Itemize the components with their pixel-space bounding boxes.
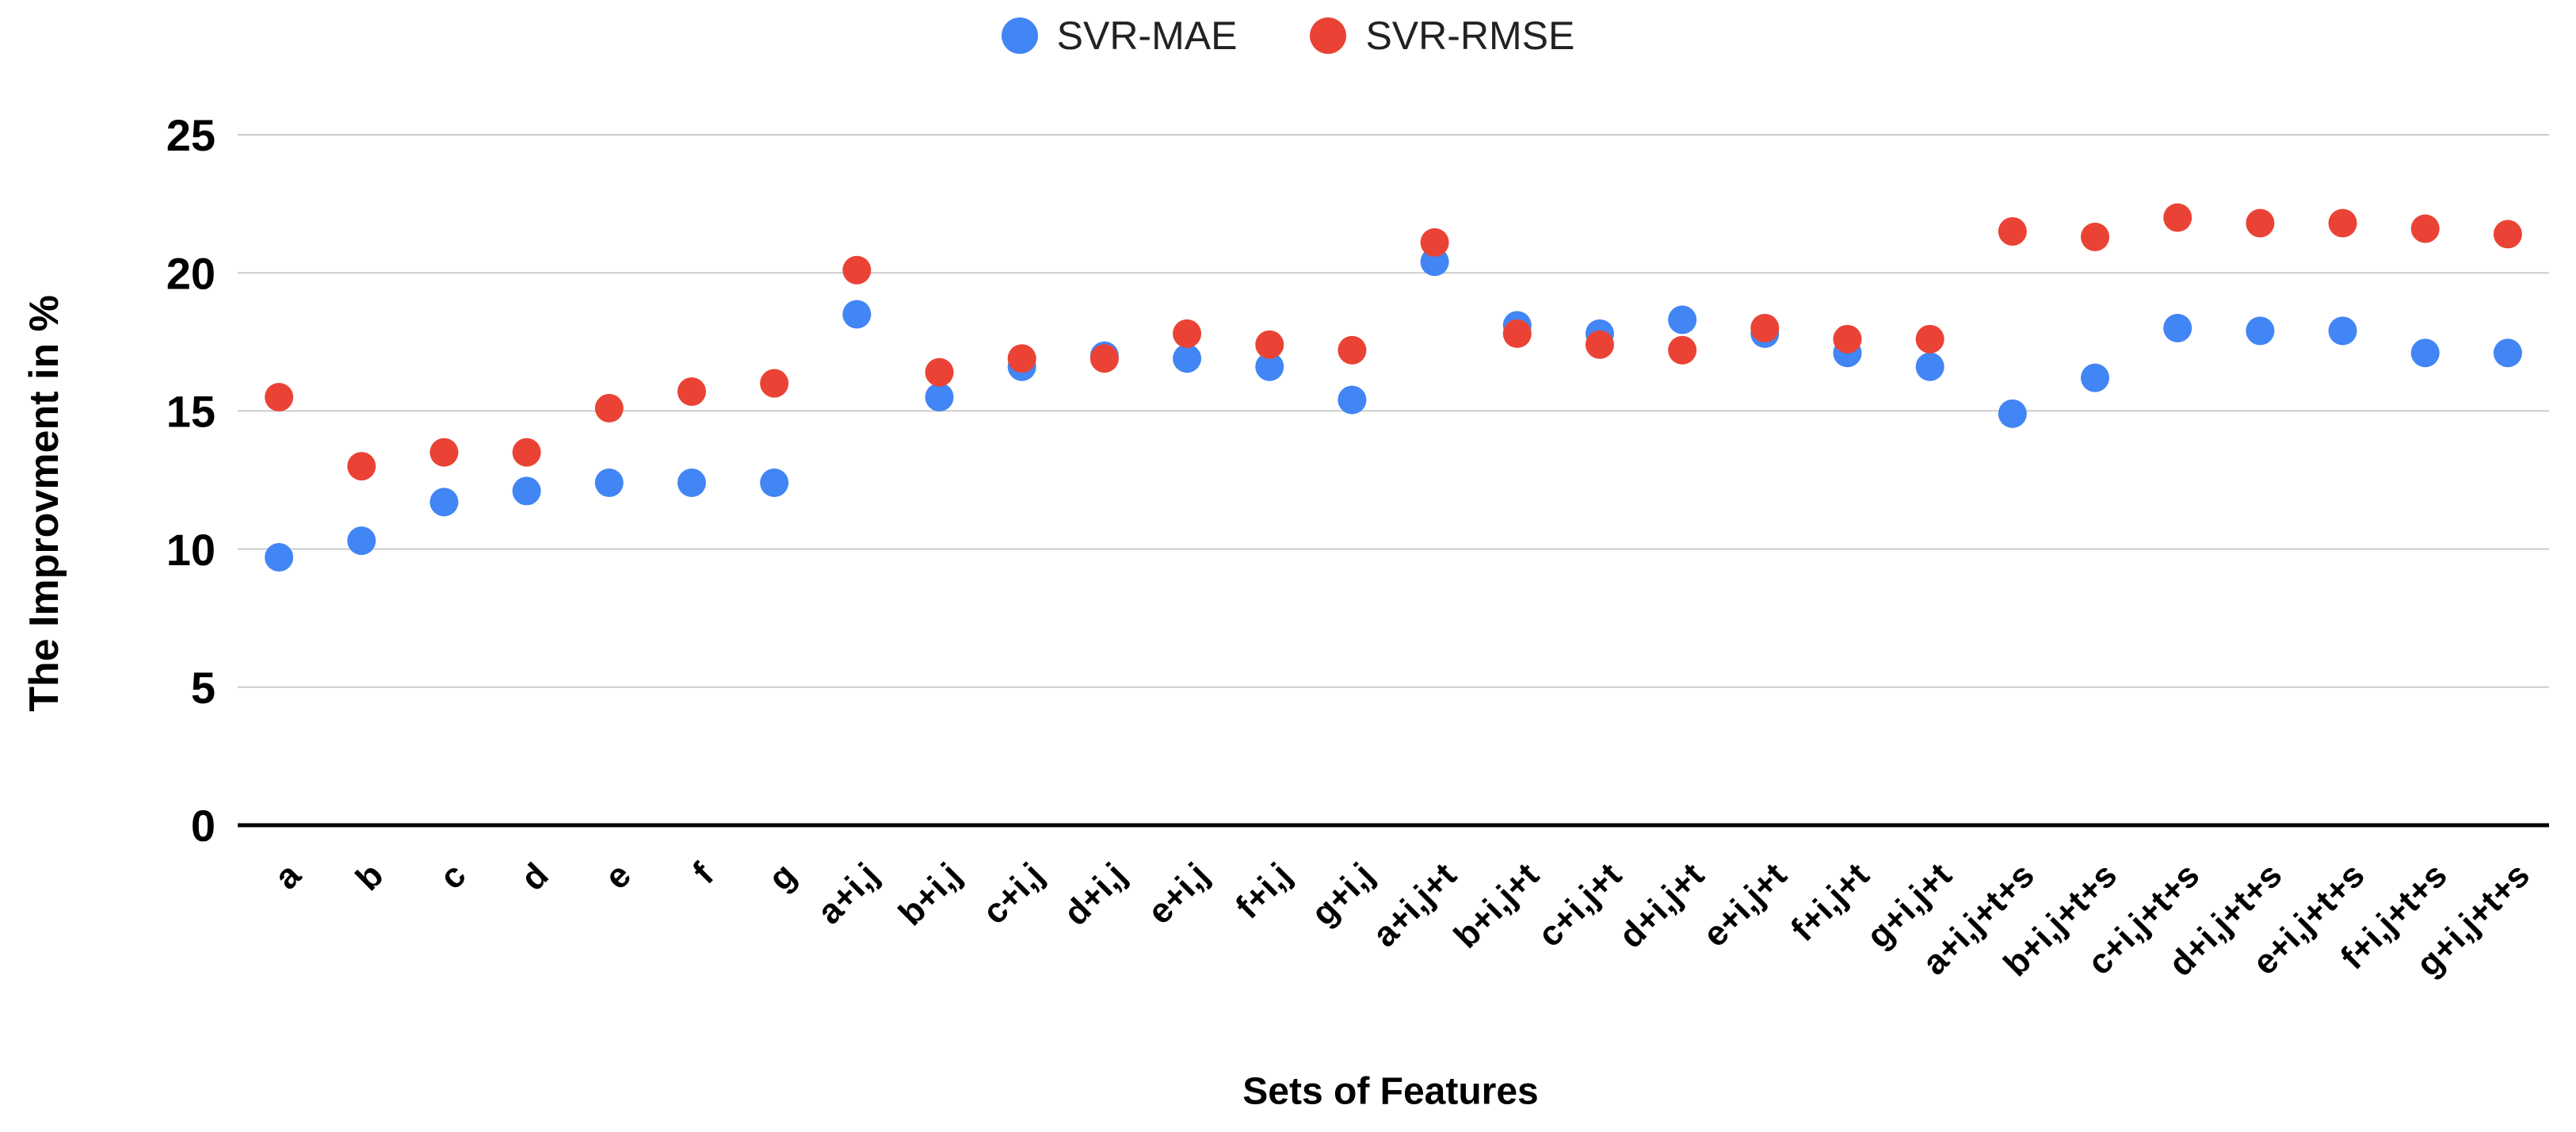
data-point-svr-rmse[interactable] bbox=[1007, 344, 1036, 373]
data-point-svr-mae[interactable] bbox=[2163, 313, 2192, 342]
data-point-svr-mae[interactable] bbox=[2493, 338, 2522, 368]
x-category-label: b bbox=[349, 855, 391, 898]
y-tick-label: 15 bbox=[166, 387, 216, 437]
data-point-svr-rmse[interactable] bbox=[512, 438, 541, 467]
legend-label-svr-rmse: SVR-RMSE bbox=[1365, 13, 1575, 58]
y-tick-label: 5 bbox=[191, 663, 216, 713]
data-point-svr-mae[interactable] bbox=[1173, 344, 1202, 373]
data-point-svr-rmse[interactable] bbox=[265, 382, 294, 411]
x-category-label: a+i,j+t bbox=[1365, 855, 1464, 954]
data-point-svr-rmse[interactable] bbox=[1420, 228, 1449, 257]
x-category-label: e+i,j bbox=[1140, 855, 1216, 931]
data-point-svr-mae[interactable] bbox=[1255, 352, 1284, 381]
x-category-label: e bbox=[597, 855, 639, 897]
data-point-svr-rmse[interactable] bbox=[677, 377, 706, 407]
data-point-svr-rmse[interactable] bbox=[1585, 330, 1614, 359]
data-point-svr-rmse[interactable] bbox=[1915, 324, 1944, 354]
data-point-svr-mae[interactable] bbox=[429, 488, 459, 517]
data-point-svr-mae[interactable] bbox=[265, 543, 294, 572]
x-category-label: a bbox=[267, 855, 308, 897]
x-category-label: b+i,j bbox=[891, 855, 969, 933]
data-point-svr-mae[interactable] bbox=[2328, 316, 2357, 346]
svr-rmse-dot-icon bbox=[1310, 17, 1347, 54]
data-point-svr-rmse[interactable] bbox=[760, 369, 789, 398]
data-point-svr-rmse[interactable] bbox=[2246, 208, 2275, 238]
x-category-label: b+i,j+t bbox=[1447, 855, 1548, 956]
data-point-svr-mae[interactable] bbox=[347, 526, 376, 556]
data-point-svr-rmse[interactable] bbox=[842, 255, 872, 285]
legend-item-svr-rmse[interactable]: SVR-RMSE bbox=[1310, 16, 1574, 55]
data-point-svr-rmse[interactable] bbox=[2410, 214, 2440, 243]
legend-label-svr-mae: SVR-MAE bbox=[1056, 13, 1238, 58]
x-category-label: c bbox=[433, 855, 474, 897]
x-category-label: d bbox=[513, 855, 556, 898]
x-category-label: d+i,j bbox=[1056, 855, 1134, 933]
data-point-svr-rmse[interactable] bbox=[925, 358, 954, 387]
data-point-svr-rmse[interactable] bbox=[2493, 220, 2522, 249]
data-point-svr-mae[interactable] bbox=[760, 468, 789, 497]
x-category-label: g bbox=[761, 855, 804, 898]
data-point-svr-rmse[interactable] bbox=[2163, 203, 2192, 232]
data-point-svr-rmse[interactable] bbox=[1090, 344, 1119, 373]
data-point-svr-rmse[interactable] bbox=[594, 393, 624, 423]
data-point-svr-mae[interactable] bbox=[512, 476, 541, 506]
data-point-svr-mae[interactable] bbox=[925, 382, 954, 411]
data-point-svr-mae[interactable] bbox=[594, 468, 624, 497]
data-point-svr-rmse[interactable] bbox=[1750, 313, 1780, 342]
data-point-svr-mae[interactable] bbox=[1338, 385, 1367, 415]
data-point-svr-rmse[interactable] bbox=[2328, 208, 2357, 238]
data-point-svr-rmse[interactable] bbox=[1502, 319, 1532, 348]
y-tick-label: 10 bbox=[166, 525, 216, 575]
svr-mae-dot-icon bbox=[1001, 17, 1038, 54]
x-category-label: f+i,j+t bbox=[1784, 855, 1877, 949]
data-point-svr-mae[interactable] bbox=[2410, 338, 2440, 368]
data-point-svr-rmse[interactable] bbox=[1173, 319, 1202, 348]
x-category-label: f+i,j bbox=[1228, 855, 1299, 926]
data-point-svr-mae[interactable] bbox=[1998, 399, 2027, 428]
y-tick-label: 25 bbox=[166, 110, 216, 160]
data-point-svr-rmse[interactable] bbox=[2081, 222, 2110, 251]
x-category-label: f bbox=[685, 855, 721, 891]
chart-legend: SVR-MAE SVR-RMSE bbox=[0, 16, 2576, 55]
y-tick-label: 0 bbox=[191, 801, 216, 851]
x-category-label: d+i,j+t bbox=[1612, 855, 1712, 956]
data-point-svr-mae[interactable] bbox=[1915, 352, 1944, 381]
data-point-svr-rmse[interactable] bbox=[1998, 216, 2027, 246]
x-category-label: a+i,j bbox=[810, 855, 886, 931]
data-point-svr-rmse[interactable] bbox=[1668, 335, 1697, 365]
data-point-svr-mae[interactable] bbox=[1668, 305, 1697, 335]
data-point-svr-rmse[interactable] bbox=[347, 452, 376, 481]
data-point-svr-rmse[interactable] bbox=[429, 438, 459, 467]
x-category-label: c+i,j+t bbox=[1530, 855, 1629, 954]
data-point-svr-mae[interactable] bbox=[2081, 363, 2110, 392]
x-category-label: e+i,j+t bbox=[1696, 855, 1795, 954]
data-point-svr-mae[interactable] bbox=[842, 300, 872, 329]
data-point-svr-mae[interactable] bbox=[2246, 316, 2275, 346]
x-category-label: c+i,j bbox=[975, 855, 1051, 931]
x-axis-title: Sets of Features bbox=[1242, 1070, 1539, 1113]
data-point-svr-rmse[interactable] bbox=[1255, 330, 1284, 359]
y-tick-label: 20 bbox=[166, 248, 216, 298]
data-point-svr-rmse[interactable] bbox=[1833, 324, 1862, 354]
data-point-svr-mae[interactable] bbox=[677, 468, 706, 497]
legend-item-svr-mae[interactable]: SVR-MAE bbox=[1001, 13, 1238, 58]
data-point-svr-rmse[interactable] bbox=[1338, 335, 1367, 365]
